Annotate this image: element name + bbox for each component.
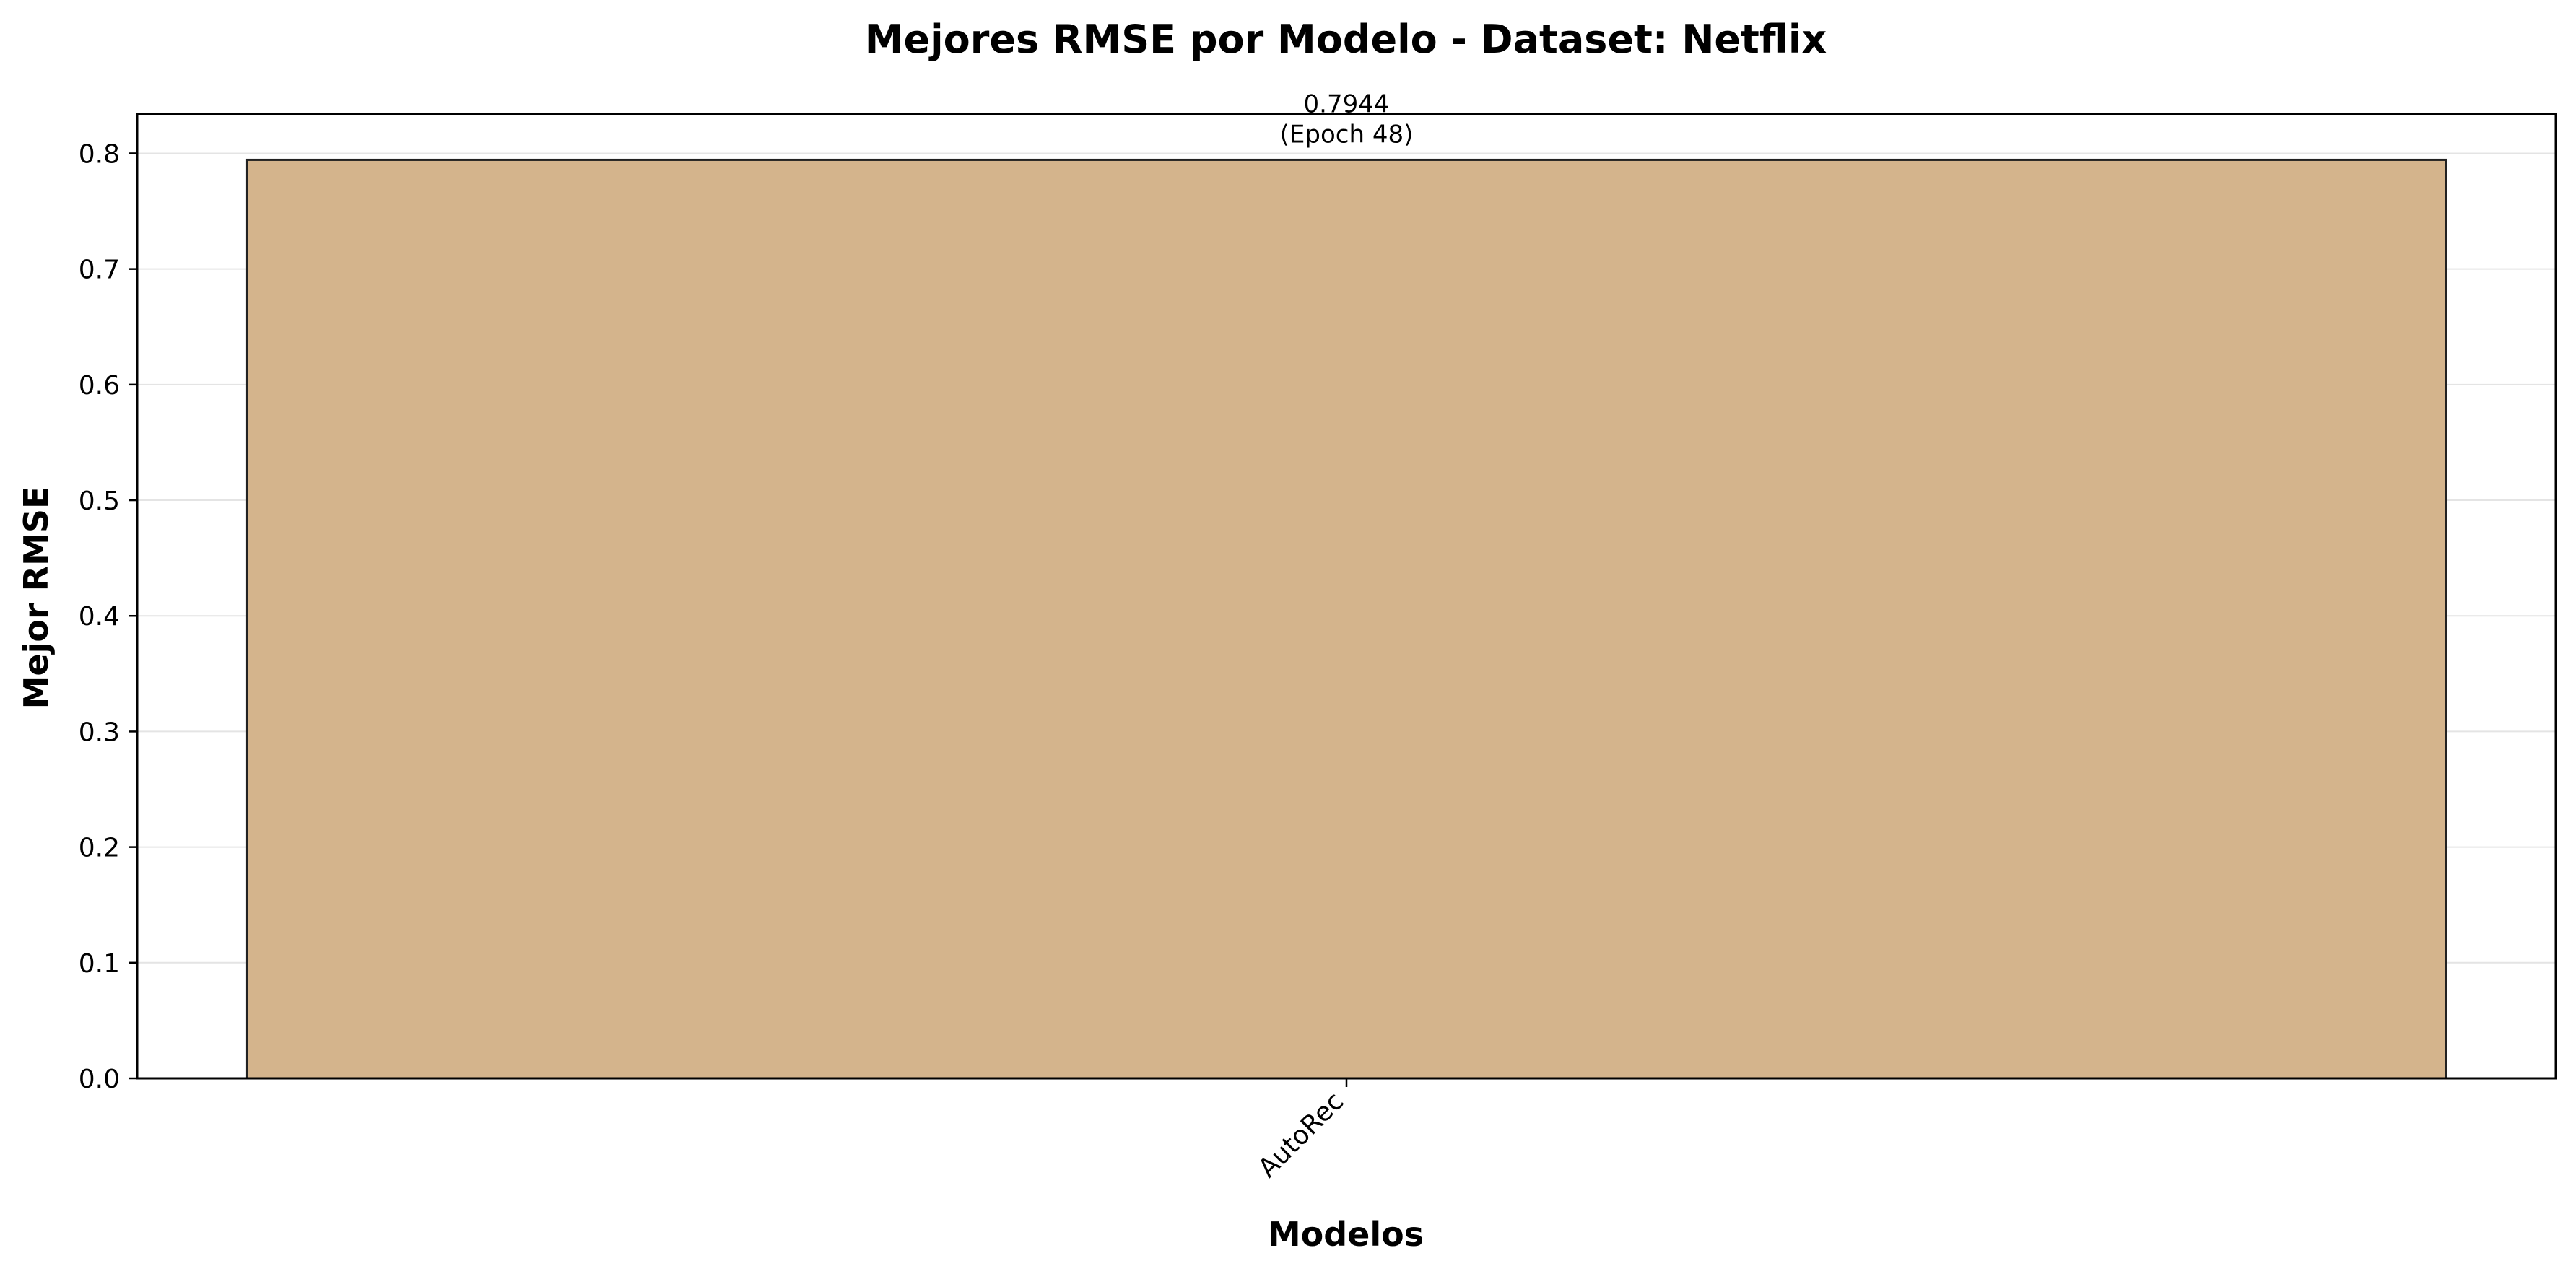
bar-epoch-label: (Epoch 48) xyxy=(1280,120,1414,149)
x-axis-ticks: AutoRec xyxy=(1253,1078,1349,1184)
y-tick-label: 0.6 xyxy=(79,371,120,401)
y-tick-label: 0.1 xyxy=(79,949,120,979)
bar-value-label: 0.7944 xyxy=(1304,90,1390,118)
y-tick-label: 0.2 xyxy=(79,834,120,863)
y-tick-label: 0.0 xyxy=(79,1065,120,1094)
y-tick-label: 0.7 xyxy=(79,256,120,285)
y-axis-label: Mejor RMSE xyxy=(17,486,56,710)
y-tick-label: 0.3 xyxy=(79,717,120,747)
y-tick-label: 0.8 xyxy=(79,139,120,169)
x-tick-label: AutoRec xyxy=(1253,1086,1349,1183)
data-labels: 0.7944(Epoch 48) xyxy=(1280,90,1414,149)
y-tick-label: 0.4 xyxy=(79,602,120,632)
bar xyxy=(245,158,2447,1080)
chart-title: Mejores RMSE por Modelo - Dataset: Netfl… xyxy=(865,17,1827,62)
bars xyxy=(245,158,2447,1080)
x-axis-label: Modelos xyxy=(1268,1215,1424,1254)
y-axis-ticks: 0.0 0.1 0.2 0.3 0.4 0.5 0.6 0.7 0.8 xyxy=(79,139,137,1094)
y-tick-label: 0.5 xyxy=(79,486,120,516)
